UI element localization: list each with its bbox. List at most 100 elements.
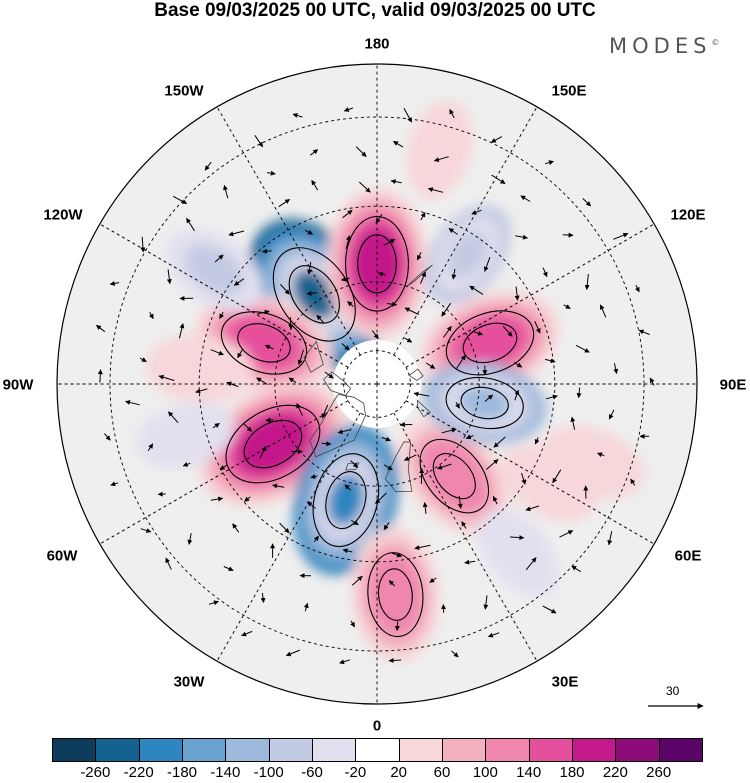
contour-line	[445, 376, 524, 430]
wind-vector	[345, 235, 351, 249]
colorbar-swatch	[572, 738, 617, 762]
wind-vector	[321, 404, 329, 419]
lon-label-150w: 150W	[164, 82, 204, 100]
lon-label-90e: 90E	[719, 376, 747, 394]
wind-vector	[575, 344, 590, 353]
colorbar-tick-label: -100	[253, 764, 284, 781]
coastline	[309, 394, 367, 458]
colorbar-tick-label: -220	[123, 764, 154, 781]
colorbar-swatch	[615, 738, 660, 762]
wind-vector	[383, 522, 390, 531]
colorbar-swatch	[182, 738, 227, 762]
modes-logo: MODES©	[609, 34, 719, 58]
colorbar-tick-label: 220	[602, 764, 628, 781]
wind-vector	[187, 533, 193, 545]
wind-vector	[350, 460, 359, 468]
wind-vector	[570, 416, 576, 430]
wind-vector	[386, 301, 398, 307]
colorbar-swatch	[52, 738, 97, 762]
wind-vector	[485, 459, 499, 470]
wind-vector	[375, 492, 387, 504]
wind-vector	[148, 312, 154, 320]
wind-vector	[571, 565, 582, 573]
wind-vector	[292, 113, 303, 118]
wind-vector	[358, 181, 371, 193]
wind-vector	[232, 523, 240, 533]
colorbar-swatch	[138, 738, 183, 762]
wind-vector	[313, 535, 320, 543]
brand-mark: ©	[711, 38, 720, 47]
anomaly-band	[292, 269, 337, 320]
wind-vector	[441, 427, 457, 434]
contour-line	[312, 453, 380, 548]
lon-label-180: 180	[364, 35, 390, 53]
wind-vector	[582, 198, 592, 207]
wind-vector	[109, 281, 120, 286]
wind-vector	[288, 377, 297, 384]
wind-vector	[414, 544, 431, 551]
lon-label-150e: 150E	[551, 82, 587, 100]
wind-vectors	[96, 107, 655, 665]
wind-vector	[542, 267, 548, 278]
wind-vector	[613, 363, 619, 374]
wind-vector	[552, 469, 562, 484]
wind-vector	[613, 232, 629, 240]
anomaly-band	[184, 244, 244, 296]
wind-vector	[223, 566, 234, 572]
wind-vector	[483, 595, 489, 610]
wind-vector	[514, 286, 520, 301]
wind-vector	[324, 371, 334, 379]
wind-vector	[195, 388, 208, 394]
wind-vector	[381, 436, 391, 442]
wind-vector	[342, 548, 353, 554]
colorbar-swatch	[442, 738, 487, 762]
wind-vector	[214, 254, 224, 263]
lon-label-30w: 30W	[173, 673, 205, 691]
map-title: Base 09/03/2025 00 UTC, valid 09/03/2025…	[154, 0, 596, 21]
wind-vector	[634, 284, 640, 293]
wind-vector	[599, 304, 607, 318]
wind-vector	[509, 535, 525, 541]
wind-vector	[388, 657, 402, 663]
lon-label-60e: 60E	[674, 547, 702, 565]
wind-vector	[483, 257, 491, 272]
map-outline	[56, 63, 698, 705]
wind-vector	[457, 495, 463, 509]
anomaly-band	[154, 415, 216, 456]
wind-vector	[484, 394, 494, 402]
wind-vector	[371, 330, 379, 340]
wind-vector	[542, 605, 557, 614]
wind-vector	[607, 530, 613, 546]
wind-vector	[341, 343, 350, 351]
coastlines	[303, 264, 433, 493]
wind-vector	[351, 575, 363, 586]
wind-vector	[392, 140, 404, 148]
contour-line	[432, 453, 476, 500]
wind-vector	[559, 530, 574, 538]
wind-vector	[420, 212, 426, 221]
wind-vector	[388, 580, 396, 587]
wind-vector	[394, 621, 400, 631]
wind-vector	[186, 217, 195, 232]
wind-vector	[403, 454, 417, 461]
wind-vector	[433, 156, 449, 162]
wind-vector	[158, 374, 175, 381]
colorbar-swatch	[312, 738, 357, 762]
wind-vector	[96, 324, 106, 333]
coastline	[384, 441, 413, 493]
wind-vector	[182, 462, 191, 467]
wind-vector	[297, 349, 304, 366]
wind-vector	[465, 434, 474, 440]
colorbar-tick-label: 180	[559, 764, 585, 781]
lon-label-0: 0	[372, 717, 382, 735]
wind-vector	[243, 423, 252, 432]
contour-line	[220, 311, 308, 375]
colorbar-tick-label: -20	[344, 764, 367, 781]
wind-vector	[515, 234, 528, 240]
wind-vector	[256, 377, 268, 385]
wind-vector	[204, 161, 212, 171]
wind-vector	[427, 187, 444, 193]
reference-vector-label: 30	[666, 684, 680, 698]
wind-vector	[343, 107, 354, 112]
wind-vector	[104, 433, 111, 441]
